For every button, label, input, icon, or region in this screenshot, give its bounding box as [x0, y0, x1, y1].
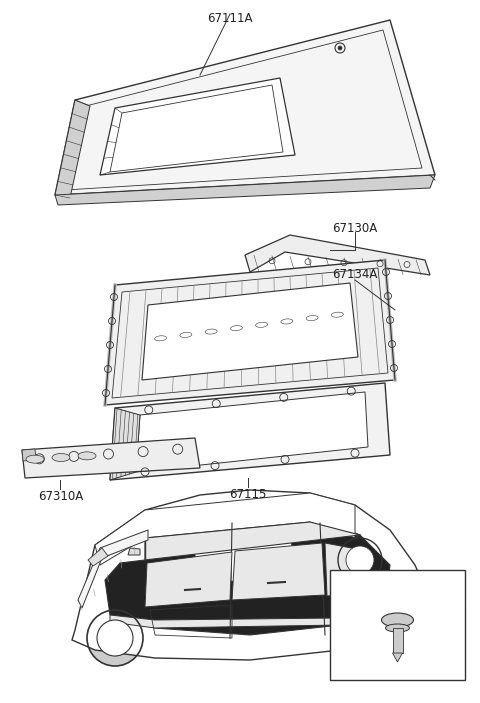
Polygon shape — [393, 653, 403, 662]
Ellipse shape — [78, 452, 96, 460]
Circle shape — [338, 538, 382, 582]
Bar — [393, 628, 403, 653]
Ellipse shape — [331, 312, 343, 317]
Polygon shape — [110, 408, 140, 480]
Ellipse shape — [385, 624, 409, 632]
Text: 67115: 67115 — [229, 488, 267, 501]
Ellipse shape — [230, 325, 242, 330]
Ellipse shape — [306, 316, 318, 321]
Text: 1140FD: 1140FD — [373, 575, 422, 588]
Polygon shape — [245, 235, 430, 275]
Ellipse shape — [52, 453, 70, 461]
Ellipse shape — [155, 336, 167, 341]
Ellipse shape — [180, 333, 192, 337]
Polygon shape — [142, 283, 358, 380]
Text: 67111A: 67111A — [207, 12, 253, 25]
Circle shape — [97, 620, 133, 656]
Polygon shape — [55, 175, 435, 205]
Text: 67134A: 67134A — [332, 268, 377, 281]
Ellipse shape — [26, 455, 44, 463]
Ellipse shape — [281, 319, 293, 324]
Bar — [330, 570, 465, 680]
Circle shape — [368, 598, 428, 658]
Polygon shape — [22, 438, 200, 478]
Polygon shape — [195, 528, 295, 585]
Polygon shape — [55, 100, 90, 198]
Ellipse shape — [205, 329, 217, 334]
Polygon shape — [88, 548, 108, 566]
Polygon shape — [325, 543, 380, 596]
Circle shape — [338, 46, 342, 50]
Circle shape — [378, 608, 418, 648]
Text: 67130A: 67130A — [332, 222, 377, 235]
Polygon shape — [232, 543, 325, 600]
Circle shape — [346, 546, 374, 574]
Ellipse shape — [382, 613, 413, 627]
Polygon shape — [78, 530, 148, 608]
Circle shape — [87, 610, 143, 666]
Polygon shape — [100, 78, 295, 175]
Polygon shape — [110, 383, 390, 480]
Ellipse shape — [256, 322, 268, 328]
Polygon shape — [128, 548, 140, 555]
Polygon shape — [72, 490, 430, 660]
Polygon shape — [136, 392, 368, 472]
Polygon shape — [95, 493, 355, 565]
Polygon shape — [105, 260, 395, 405]
Polygon shape — [22, 449, 36, 461]
Polygon shape — [145, 522, 360, 560]
Polygon shape — [105, 512, 390, 635]
Polygon shape — [145, 552, 232, 607]
Text: 67310A: 67310A — [38, 490, 83, 503]
Polygon shape — [55, 20, 435, 195]
Polygon shape — [110, 600, 385, 628]
